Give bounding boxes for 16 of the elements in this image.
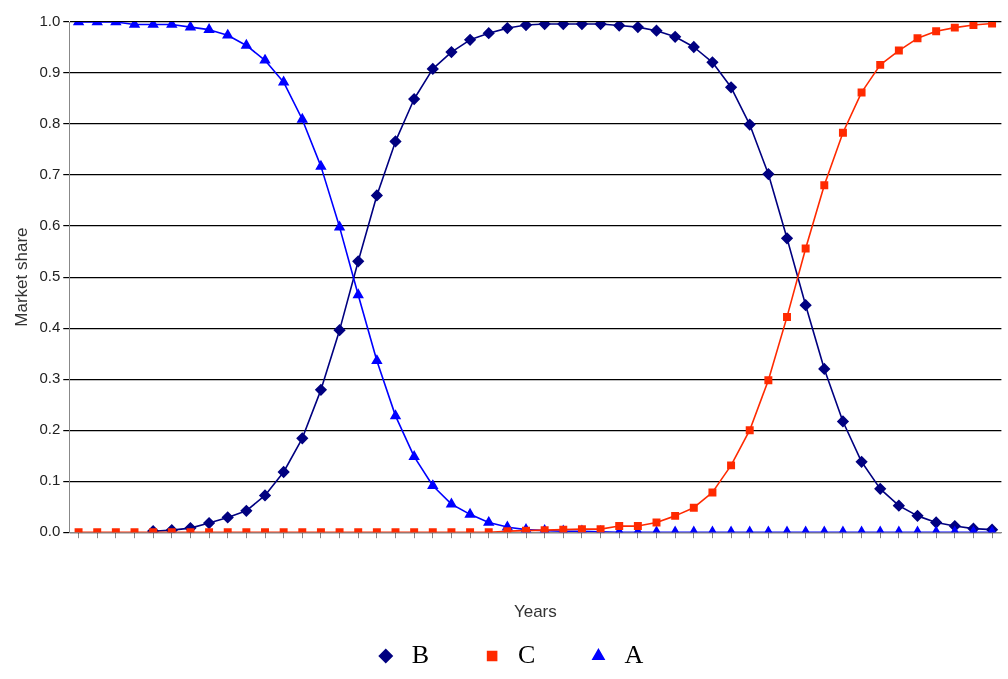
y-tick-label: 0.7 — [39, 165, 61, 183]
legend-label: B — [411, 639, 430, 669]
y-tick-label: 0.2 — [39, 420, 61, 438]
y-tick-label: 0.4 — [39, 318, 61, 336]
x-axis-title: Years — [513, 602, 557, 622]
y-tick-label: 0.8 — [39, 114, 61, 132]
y-tick-label: 0.5 — [39, 267, 61, 285]
legend-label: A — [624, 639, 644, 669]
y-tick-label: 0.9 — [39, 63, 61, 81]
y-tick-label: 1.0 — [39, 12, 61, 30]
y-tick-label: 0.3 — [39, 369, 61, 387]
legend-label: C — [518, 639, 536, 669]
y-tick-label: 0.1 — [39, 471, 61, 489]
y-tick-label: 0.6 — [39, 216, 61, 234]
y-axis-title: Market share — [11, 227, 31, 327]
y-tick-label: 0.0 — [39, 522, 61, 540]
